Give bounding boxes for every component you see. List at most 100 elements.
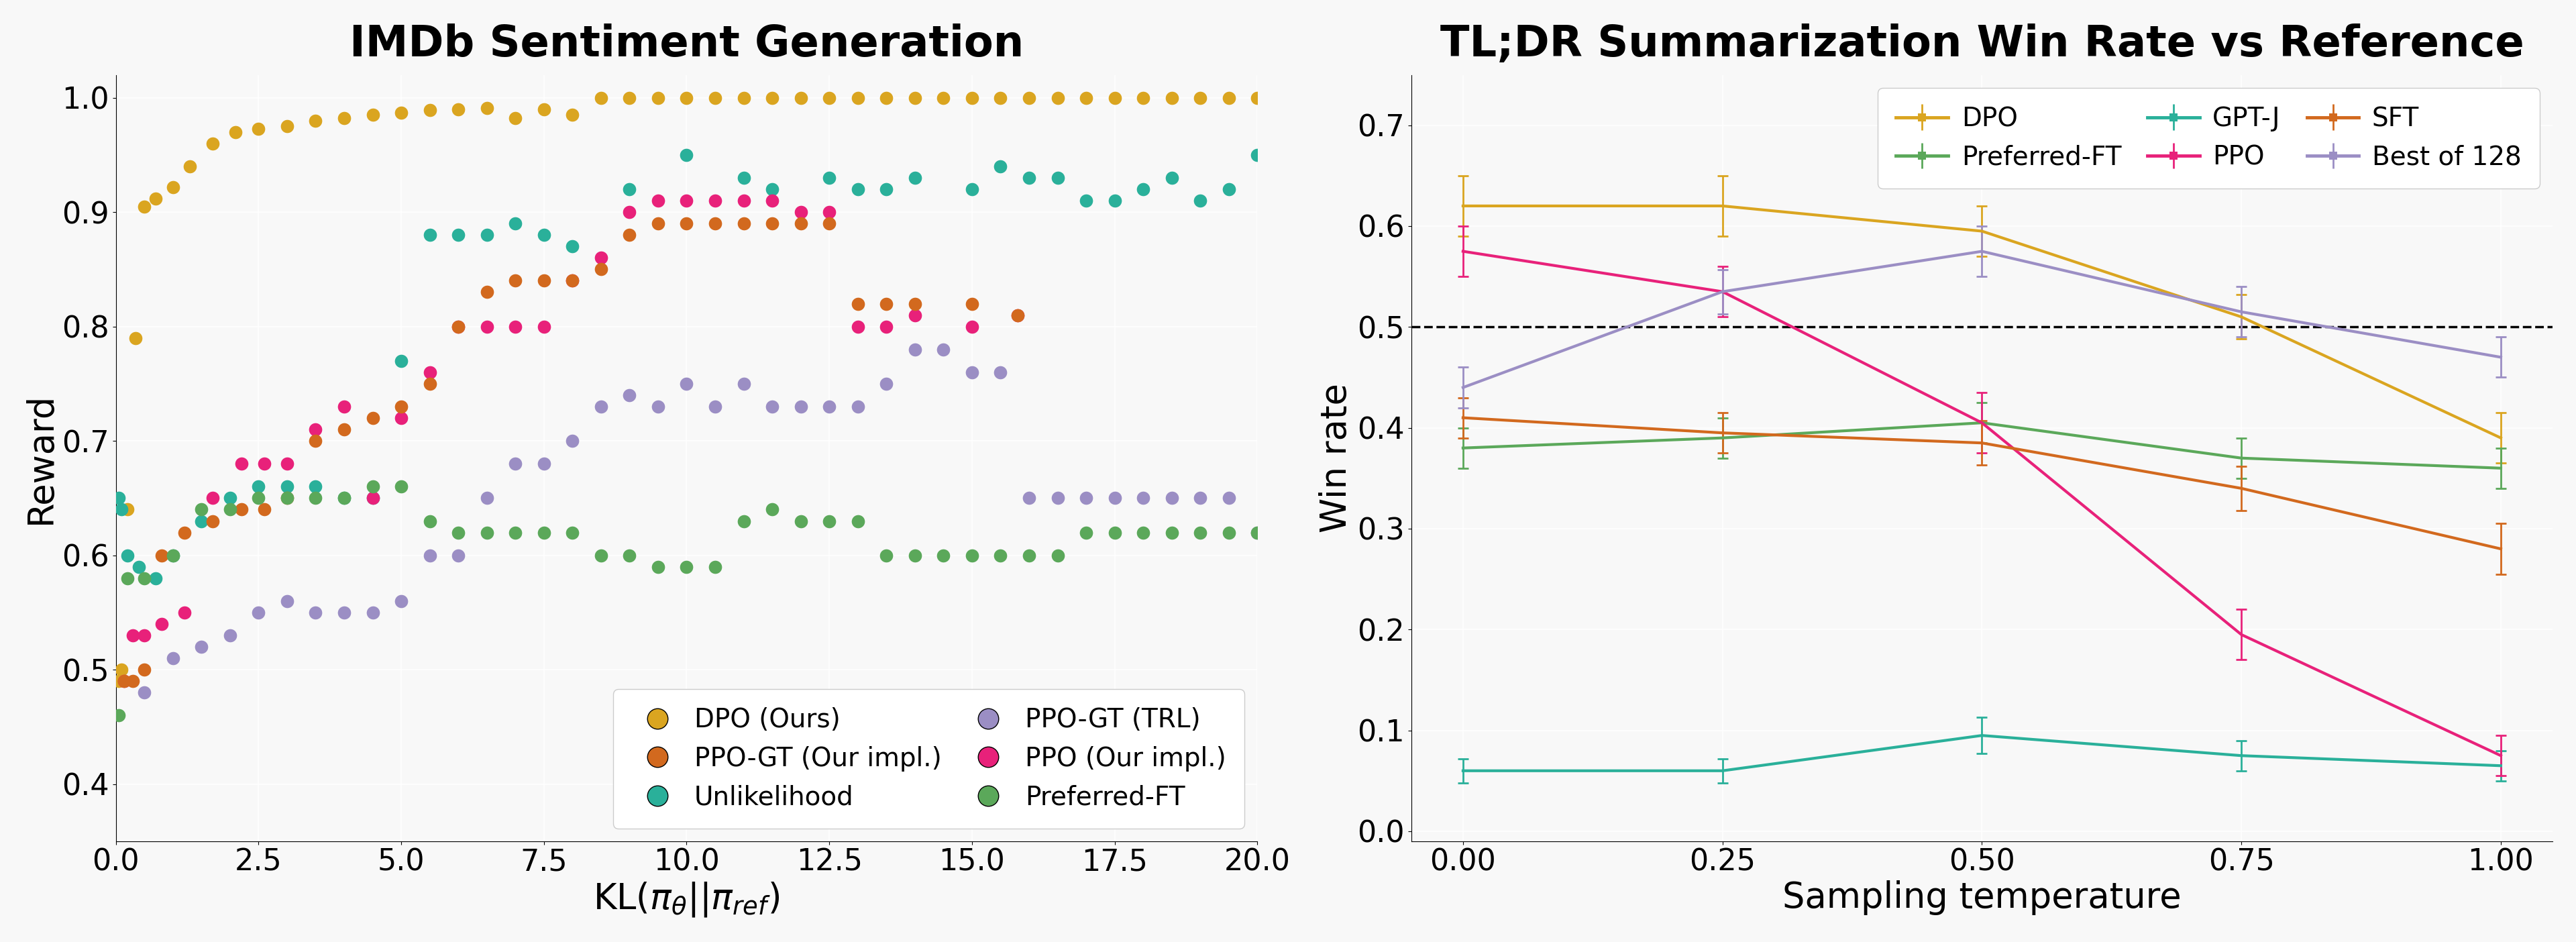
X-axis label: Sampling temperature: Sampling temperature <box>1783 881 2182 916</box>
Point <box>922 548 963 563</box>
Point <box>781 513 822 528</box>
Point <box>296 422 337 437</box>
Point <box>381 411 422 426</box>
Point <box>1123 90 1164 106</box>
Point <box>1180 90 1221 106</box>
Point <box>580 251 621 266</box>
Point <box>193 491 234 506</box>
Point <box>193 136 234 151</box>
Point <box>979 90 1020 106</box>
Point <box>1180 491 1221 506</box>
Point <box>245 456 286 471</box>
Point <box>222 456 263 471</box>
Point <box>951 90 992 106</box>
Point <box>724 216 765 231</box>
Point <box>1151 90 1193 106</box>
Point <box>353 479 394 495</box>
Point <box>466 491 507 506</box>
Point <box>608 90 649 106</box>
Point <box>894 342 935 357</box>
Point <box>1236 525 1278 540</box>
Point <box>580 399 621 414</box>
Point <box>667 216 708 231</box>
Point <box>781 216 822 231</box>
Point <box>1095 193 1136 208</box>
Point <box>106 571 147 586</box>
Point <box>894 548 935 563</box>
Point <box>1007 548 1048 563</box>
Point <box>1007 90 1048 106</box>
Point <box>1236 525 1278 540</box>
Point <box>636 90 677 106</box>
Point <box>781 399 822 414</box>
Point <box>551 273 592 288</box>
Point <box>466 227 507 242</box>
Point <box>523 456 564 471</box>
Point <box>381 353 422 368</box>
Point <box>752 90 793 106</box>
Point <box>866 319 907 334</box>
Point <box>296 479 337 495</box>
Point <box>1095 491 1136 506</box>
Point <box>296 433 337 448</box>
Y-axis label: Win rate: Win rate <box>1319 383 1352 533</box>
Point <box>214 124 255 139</box>
Title: TL;DR Summarization Win Rate vs Reference: TL;DR Summarization Win Rate vs Referenc… <box>1440 24 2524 65</box>
Point <box>438 548 479 563</box>
Point <box>523 525 564 540</box>
Point <box>1208 491 1249 506</box>
Point <box>124 571 165 586</box>
Point <box>124 199 165 214</box>
Point <box>180 502 222 517</box>
Point <box>724 193 765 208</box>
Point <box>979 548 1020 563</box>
Point <box>106 502 147 517</box>
Point <box>466 319 507 334</box>
Point <box>580 90 621 106</box>
Point <box>265 491 307 506</box>
Point <box>1038 548 1079 563</box>
Point <box>608 182 649 197</box>
Point <box>667 147 708 162</box>
Point <box>894 171 935 186</box>
Point <box>353 491 394 506</box>
Point <box>752 502 793 517</box>
Point <box>837 182 878 197</box>
Point <box>1066 491 1108 506</box>
Point <box>265 593 307 609</box>
Point <box>951 296 992 311</box>
Point <box>551 273 592 288</box>
Point <box>1236 90 1278 106</box>
Point <box>103 674 144 689</box>
Point <box>809 171 850 186</box>
Point <box>636 560 677 575</box>
Point <box>353 411 394 426</box>
Point <box>667 560 708 575</box>
Point <box>438 319 479 334</box>
Point <box>495 525 536 540</box>
Point <box>752 193 793 208</box>
Point <box>165 525 206 540</box>
Point <box>752 216 793 231</box>
Point <box>152 651 193 666</box>
Point <box>752 182 793 197</box>
Point <box>98 708 139 723</box>
Point <box>152 179 193 194</box>
Point <box>667 193 708 208</box>
Point <box>325 111 366 126</box>
Point <box>979 159 1020 174</box>
Point <box>353 491 394 506</box>
Point <box>997 307 1038 322</box>
Point <box>523 102 564 117</box>
Point <box>809 204 850 219</box>
Point <box>696 399 737 414</box>
Point <box>495 456 536 471</box>
Point <box>837 296 878 311</box>
Point <box>866 296 907 311</box>
Point <box>325 399 366 414</box>
Point <box>410 227 451 242</box>
Point <box>1007 171 1048 186</box>
Point <box>495 273 536 288</box>
Point <box>696 560 737 575</box>
Point <box>1151 491 1193 506</box>
